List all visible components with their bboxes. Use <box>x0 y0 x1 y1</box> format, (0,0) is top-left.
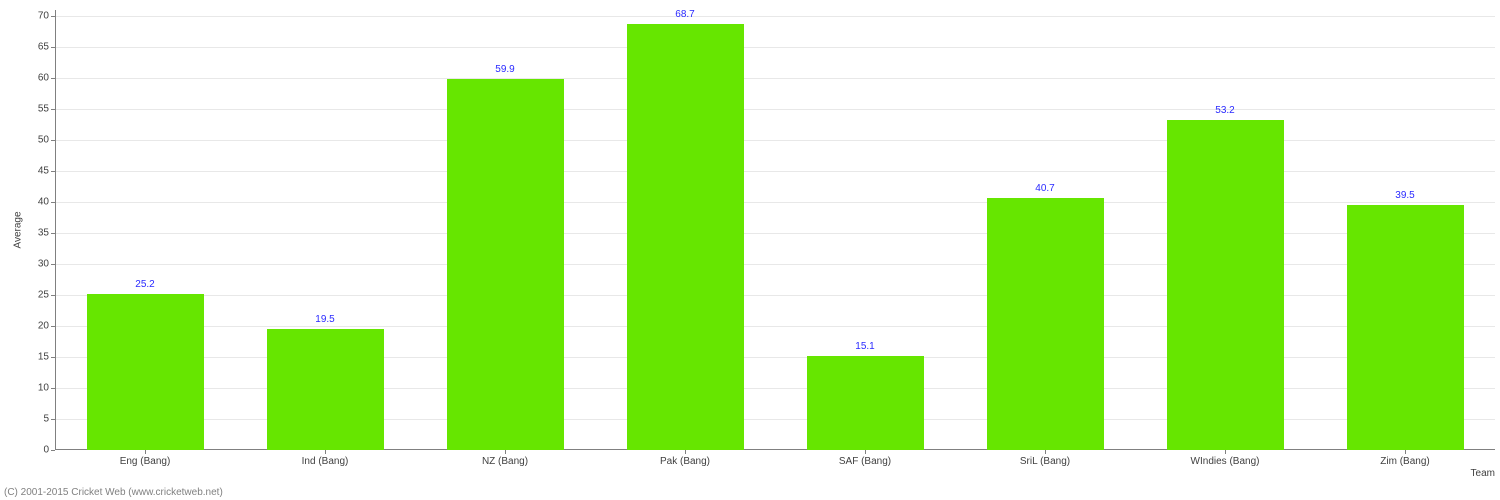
bar-value-label: 19.5 <box>315 314 334 329</box>
y-tick-label: 40 <box>38 197 55 208</box>
y-tick-label: 60 <box>38 73 55 84</box>
grid-line <box>55 78 1495 79</box>
bar-value-label: 39.5 <box>1395 190 1414 205</box>
y-tick-label: 15 <box>38 352 55 363</box>
grid-line <box>55 47 1495 48</box>
y-tick-label: 5 <box>43 414 55 425</box>
y-tick-label: 10 <box>38 383 55 394</box>
bar-value-label: 40.7 <box>1035 183 1054 198</box>
y-tick-label: 65 <box>38 42 55 53</box>
bar-value-label: 59.9 <box>495 64 514 79</box>
x-tick-label: NZ (Bang) <box>482 450 528 467</box>
bar-value-label: 25.2 <box>135 279 154 294</box>
copyright-text: (C) 2001-2015 Cricket Web (www.cricketwe… <box>4 487 223 498</box>
bar <box>1167 120 1284 450</box>
bar-value-label: 53.2 <box>1215 105 1234 120</box>
bar <box>627 24 744 450</box>
y-tick-label: 35 <box>38 228 55 239</box>
bar <box>87 294 204 450</box>
x-tick-label: SriL (Bang) <box>1020 450 1070 467</box>
x-tick-label: Pak (Bang) <box>660 450 710 467</box>
y-tick-label: 30 <box>38 259 55 270</box>
bar-chart: 0 5 10 15 20 25 30 35 40 45 50 55 60 65 70 25.2 Eng (Ban… <box>0 0 1500 500</box>
y-tick-label: 45 <box>38 166 55 177</box>
x-axis-title: Team <box>1471 468 1495 479</box>
grid-line <box>55 109 1495 110</box>
bar <box>447 79 564 450</box>
y-tick-label: 70 <box>38 11 55 22</box>
y-tick-label: 25 <box>38 290 55 301</box>
bar <box>987 198 1104 450</box>
y-tick-label: 0 <box>43 445 55 456</box>
y-axis-title: Average <box>13 211 24 248</box>
y-tick-label: 55 <box>38 104 55 115</box>
bar <box>807 356 924 450</box>
bar <box>267 329 384 450</box>
bar-value-label: 15.1 <box>855 341 874 356</box>
x-tick-label: WIndies (Bang) <box>1191 450 1260 467</box>
y-tick-label: 50 <box>38 135 55 146</box>
plot-area: 051015202530354045505560657025.2Eng (Ban… <box>55 10 1495 450</box>
x-tick-label: Eng (Bang) <box>120 450 171 467</box>
bar <box>1347 205 1464 450</box>
bar-value-label: 68.7 <box>675 9 694 24</box>
x-tick-label: Ind (Bang) <box>302 450 349 467</box>
y-axis-line <box>55 10 56 450</box>
x-tick-label: Zim (Bang) <box>1380 450 1429 467</box>
grid-line <box>55 16 1495 17</box>
y-tick-label: 20 <box>38 321 55 332</box>
x-tick-label: SAF (Bang) <box>839 450 891 467</box>
